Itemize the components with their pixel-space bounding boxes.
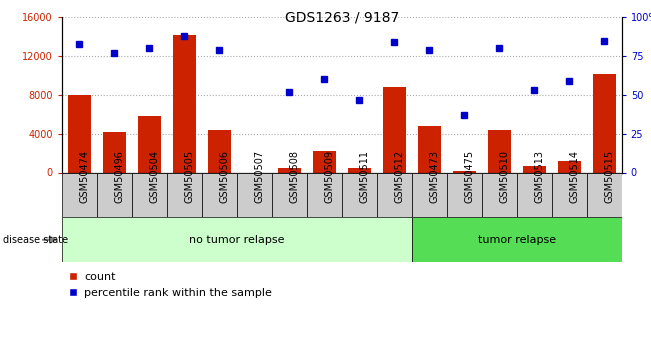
Bar: [587, 172, 622, 217]
Bar: [377, 172, 411, 217]
Bar: [488, 130, 510, 172]
Text: tumor relapse: tumor relapse: [478, 235, 556, 245]
Bar: [593, 73, 616, 172]
Bar: [517, 172, 551, 217]
Text: GSM50507: GSM50507: [255, 149, 264, 203]
Text: GSM50514: GSM50514: [569, 150, 579, 203]
Bar: [62, 172, 97, 217]
Text: GSM50496: GSM50496: [115, 150, 124, 203]
Bar: [68, 95, 90, 172]
Bar: [342, 172, 377, 217]
Bar: [62, 217, 411, 262]
Bar: [271, 172, 307, 217]
Text: GSM50506: GSM50506: [219, 150, 229, 203]
Bar: [383, 87, 406, 172]
Bar: [237, 172, 271, 217]
Bar: [453, 170, 476, 172]
Text: GSM50474: GSM50474: [79, 150, 89, 203]
Bar: [132, 172, 167, 217]
Text: GSM50513: GSM50513: [534, 150, 544, 203]
Text: GSM50512: GSM50512: [395, 149, 404, 203]
Bar: [411, 217, 622, 262]
Text: GSM50510: GSM50510: [499, 150, 509, 203]
Bar: [202, 172, 237, 217]
Bar: [348, 168, 370, 172]
Text: GSM50515: GSM50515: [604, 149, 614, 203]
Bar: [208, 130, 230, 172]
Text: GSM50473: GSM50473: [429, 150, 439, 203]
Bar: [313, 151, 336, 172]
Text: GSM50505: GSM50505: [184, 149, 194, 203]
Text: disease state: disease state: [3, 235, 68, 245]
Bar: [558, 161, 581, 172]
Bar: [138, 116, 161, 172]
Text: GSM50475: GSM50475: [464, 149, 474, 203]
Bar: [418, 126, 441, 172]
Bar: [278, 168, 301, 172]
Bar: [173, 35, 196, 172]
Bar: [482, 172, 517, 217]
Text: no tumor relapse: no tumor relapse: [189, 235, 284, 245]
Text: GSM50509: GSM50509: [324, 150, 334, 203]
Bar: [411, 172, 447, 217]
Bar: [167, 172, 202, 217]
Bar: [307, 172, 342, 217]
Bar: [97, 172, 132, 217]
Text: GSM50511: GSM50511: [359, 150, 369, 203]
Text: GSM50504: GSM50504: [149, 150, 159, 203]
Text: GDS1263 / 9187: GDS1263 / 9187: [284, 10, 399, 24]
Bar: [447, 172, 482, 217]
Bar: [551, 172, 587, 217]
Legend: count, percentile rank within the sample: count, percentile rank within the sample: [68, 271, 272, 298]
Text: GSM50508: GSM50508: [289, 150, 299, 203]
Bar: [523, 166, 546, 172]
Bar: [103, 132, 126, 172]
